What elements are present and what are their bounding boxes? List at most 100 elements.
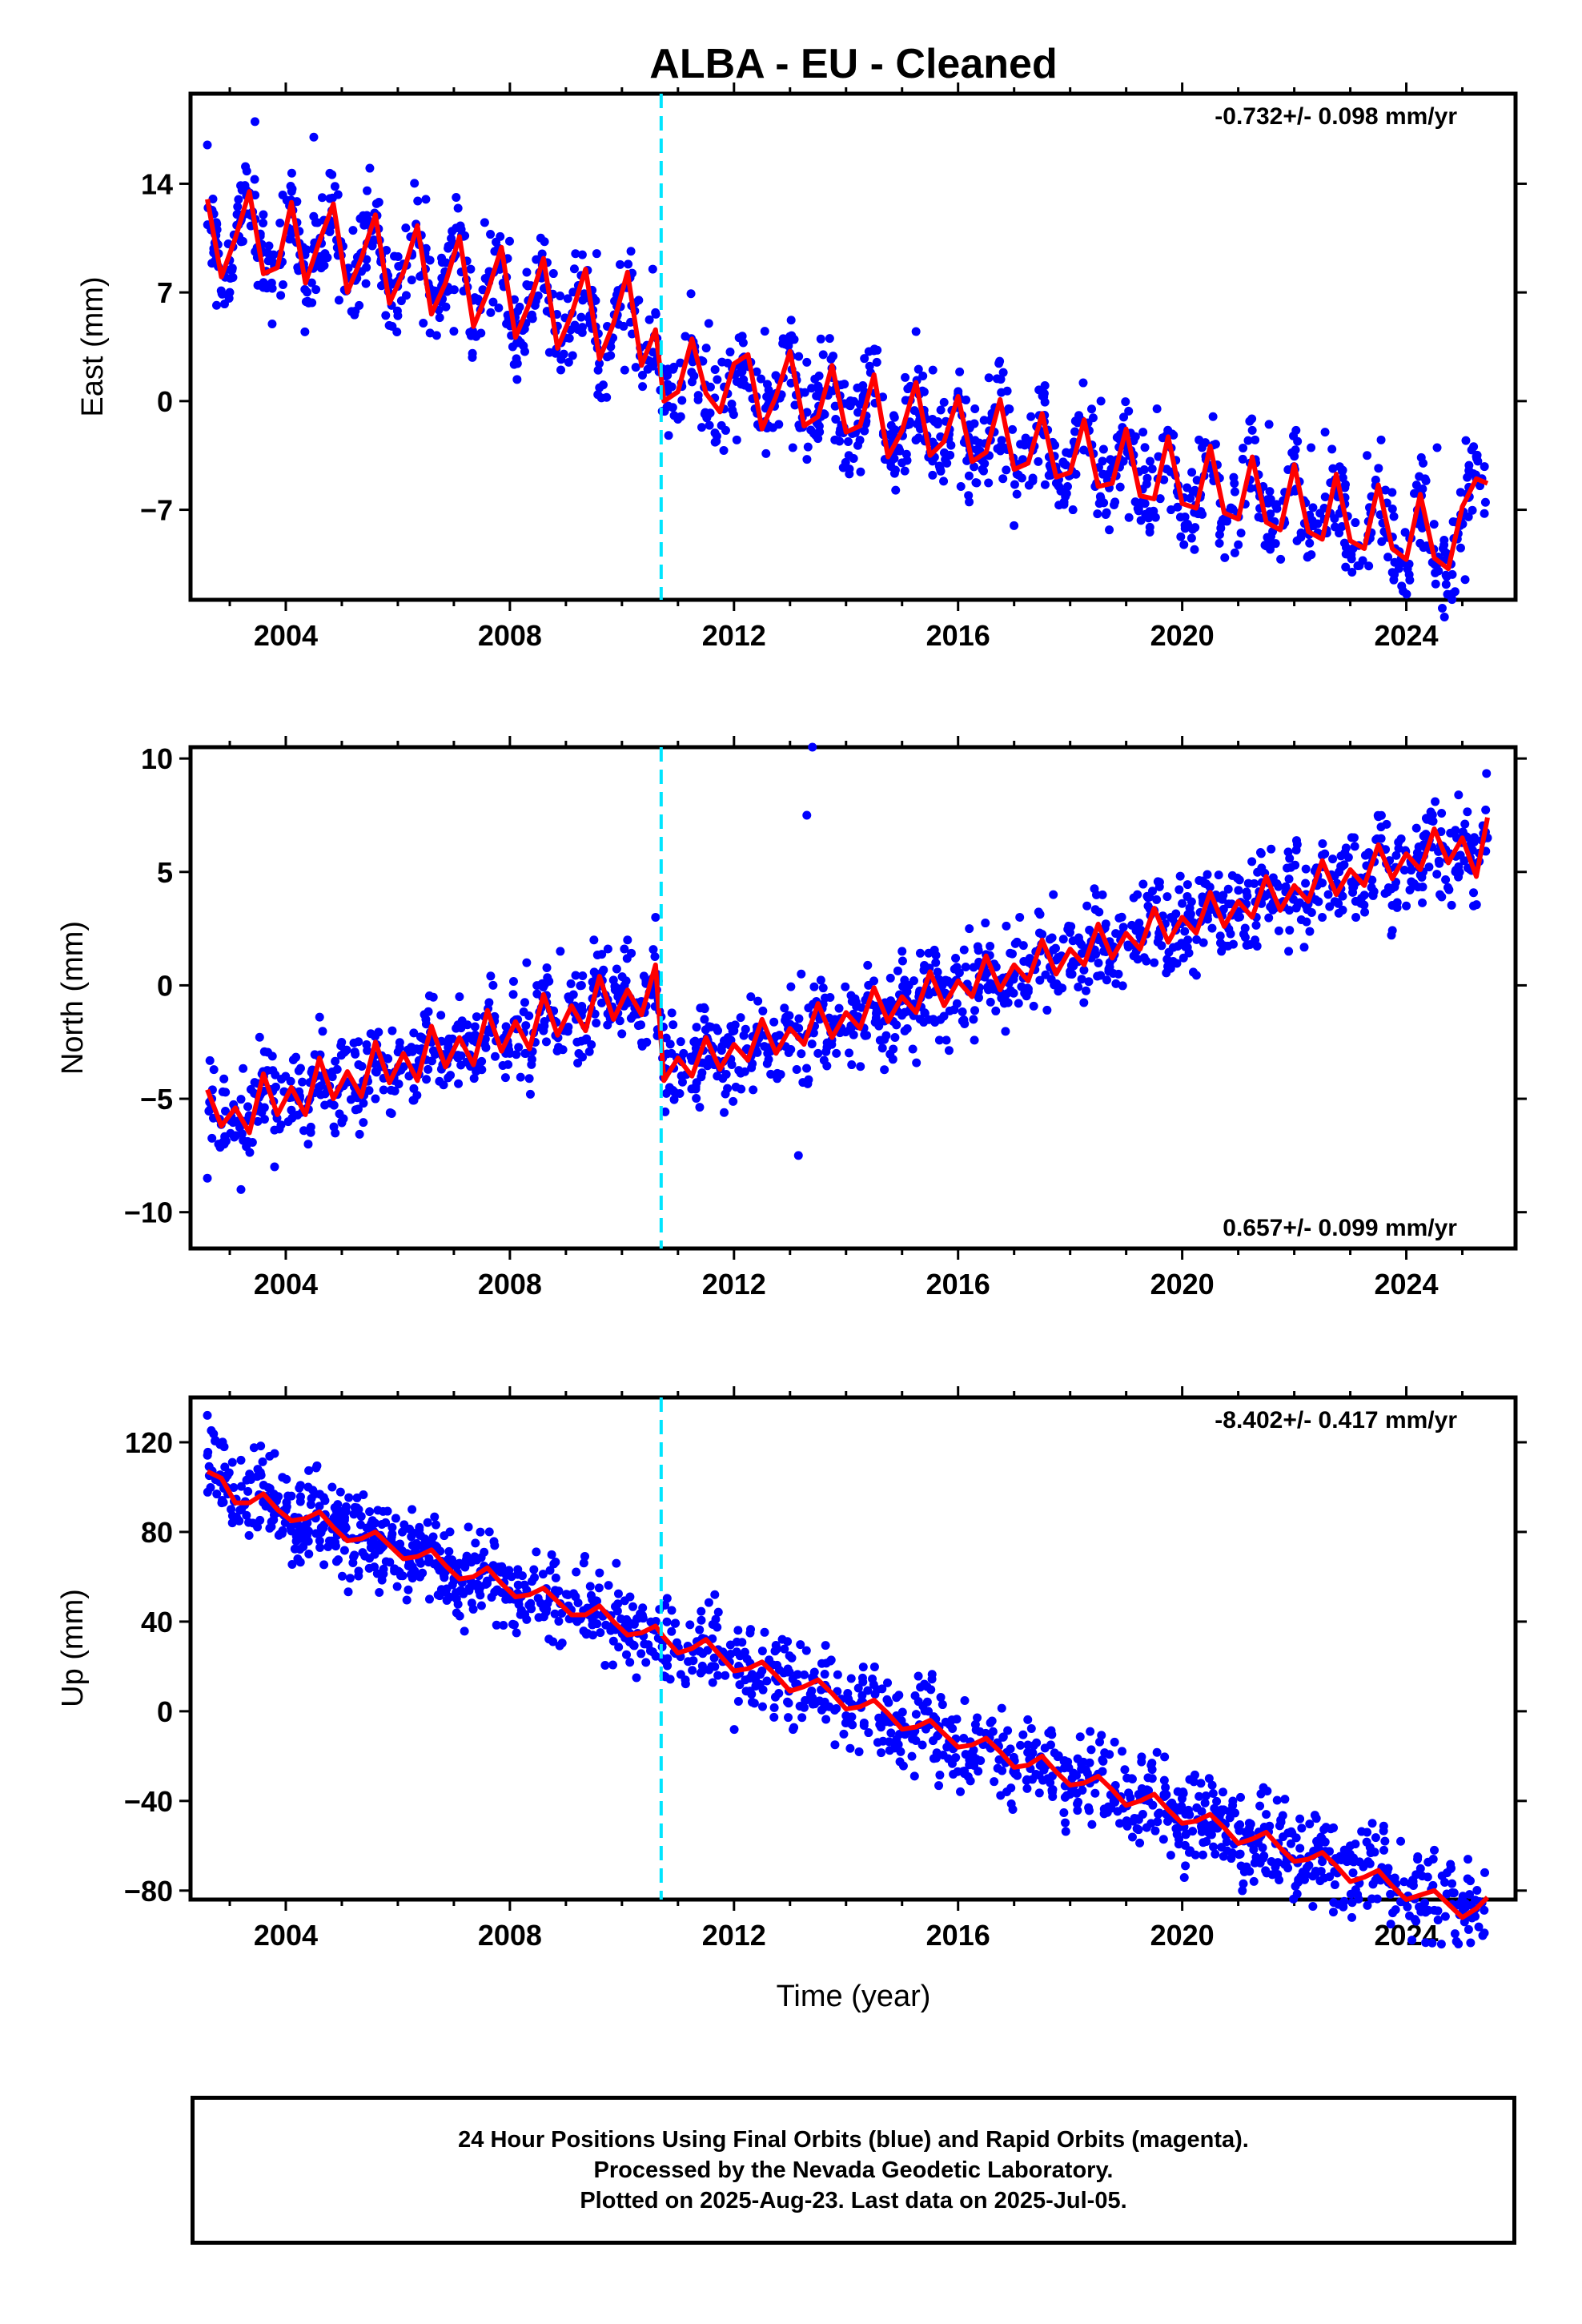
data-point-north	[563, 1027, 572, 1036]
data-point-up	[621, 1650, 631, 1659]
data-point-north	[409, 1084, 419, 1093]
data-point-up	[1368, 1880, 1378, 1889]
data-point-east	[348, 226, 358, 235]
data-point-east	[1149, 506, 1158, 516]
model-curve-up	[206, 1469, 1490, 1920]
model-line-east	[205, 189, 1489, 572]
data-point-east	[1147, 464, 1157, 474]
data-point-up	[265, 1451, 275, 1461]
data-point-north	[667, 1008, 677, 1018]
data-point-up	[1196, 1822, 1206, 1831]
data-point-east	[1146, 456, 1155, 466]
data-point-up	[1316, 1867, 1326, 1876]
data-point-east	[1389, 512, 1399, 521]
data-point-up	[1278, 1811, 1287, 1820]
data-point-east	[933, 416, 942, 426]
data-point-east	[845, 469, 854, 479]
data-point-east	[1115, 482, 1125, 492]
data-point-north	[809, 1028, 818, 1038]
data-point-up	[295, 1481, 305, 1490]
data-point-north	[614, 984, 624, 994]
data-point-up	[1235, 1850, 1244, 1860]
data-point-up	[1365, 1843, 1375, 1852]
data-point-north	[1376, 822, 1386, 832]
data-point-up	[1300, 1875, 1310, 1884]
data-point-north	[762, 1059, 772, 1068]
data-point-up	[885, 1737, 894, 1747]
data-point-north	[850, 994, 860, 1003]
data-point-north	[705, 1022, 714, 1031]
data-point-up	[882, 1695, 892, 1704]
data-point-north	[769, 1017, 779, 1027]
data-point-up	[628, 1602, 638, 1611]
data-point-up	[820, 1670, 829, 1679]
data-point-east	[955, 367, 965, 376]
data-point-north	[1108, 968, 1118, 978]
data-point-east	[325, 227, 335, 236]
data-point-north	[1074, 983, 1083, 992]
data-point-north	[564, 992, 573, 1002]
data-point-up	[662, 1617, 672, 1626]
data-point-east	[548, 269, 558, 279]
data-point-east	[1162, 464, 1171, 474]
data-point-east	[1124, 406, 1134, 416]
data-point-north	[786, 982, 796, 991]
data-point-up	[460, 1626, 469, 1636]
data-point-up	[424, 1594, 434, 1604]
data-point-north	[1451, 826, 1460, 835]
data-point-up	[1465, 1890, 1475, 1900]
data-point-up	[986, 1718, 995, 1727]
data-point-up	[1355, 1857, 1364, 1867]
data-point-north	[727, 1060, 737, 1070]
data-point-up	[1143, 1773, 1153, 1783]
data-point-east	[1293, 436, 1303, 446]
data-point-up	[1219, 1787, 1228, 1797]
data-point-north	[1371, 835, 1381, 845]
data-point-up	[996, 1791, 1006, 1800]
data-point-north	[514, 1043, 524, 1052]
data-point-east	[1121, 397, 1130, 407]
data-point-north	[521, 1021, 531, 1031]
data-point-up	[529, 1565, 539, 1574]
data-point-east	[1447, 595, 1457, 605]
data-point-east	[390, 251, 400, 261]
data-point-east	[853, 383, 862, 392]
data-point-east	[480, 218, 489, 227]
data-point-north	[407, 1043, 416, 1052]
data-point-north	[651, 912, 661, 922]
data-point-up	[258, 1457, 267, 1466]
data-point-up	[1046, 1778, 1055, 1787]
data-point-north	[1283, 847, 1293, 857]
data-point-up	[1159, 1790, 1169, 1799]
data-point-north	[1424, 862, 1434, 872]
data-point-up	[705, 1665, 714, 1675]
data-point-north	[1481, 805, 1491, 814]
data-point-up	[725, 1640, 735, 1650]
data-point-up	[483, 1576, 492, 1586]
data-point-up	[1407, 1936, 1417, 1945]
data-point-up	[641, 1658, 651, 1667]
data-point-up	[1097, 1731, 1106, 1740]
data-point-north	[1191, 971, 1201, 980]
data-point-north	[718, 1074, 728, 1084]
data-point-up	[554, 1586, 564, 1596]
data-point-up	[638, 1614, 648, 1623]
data-point-east	[700, 409, 709, 419]
y-tick-label-north: −5	[140, 1083, 173, 1116]
data-point-east	[936, 405, 946, 415]
data-point-up	[1208, 1789, 1218, 1799]
data-point-up	[1259, 1852, 1269, 1861]
data-point-north	[306, 1122, 315, 1132]
data-point-up	[1474, 1922, 1484, 1932]
data-point-east	[602, 352, 612, 362]
data-point-north	[639, 971, 648, 981]
data-point-east	[891, 485, 901, 495]
data-point-up	[685, 1620, 695, 1630]
data-point-up	[1105, 1750, 1114, 1759]
data-point-up	[614, 1642, 624, 1652]
data-point-east	[486, 308, 496, 317]
data-point-north	[952, 963, 962, 972]
data-point-north	[1253, 867, 1263, 877]
data-point-up	[760, 1627, 769, 1637]
